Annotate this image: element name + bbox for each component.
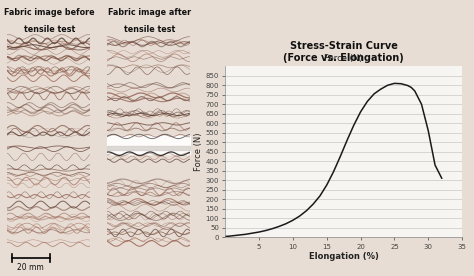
Text: tensile test: tensile test bbox=[24, 25, 75, 34]
Text: Fabric image after: Fabric image after bbox=[108, 8, 191, 17]
Text: 20 mm: 20 mm bbox=[18, 263, 44, 272]
Title: Stress-Strain Curve
(Force vs. Elongation): Stress-Strain Curve (Force vs. Elongatio… bbox=[283, 41, 404, 63]
Text: tensile test: tensile test bbox=[124, 25, 175, 34]
X-axis label: Elongation (%): Elongation (%) bbox=[309, 252, 379, 261]
Text: Fabric image before: Fabric image before bbox=[4, 8, 95, 17]
Y-axis label: Force (N): Force (N) bbox=[193, 132, 202, 171]
Text: Force (N): Force (N) bbox=[324, 54, 363, 63]
